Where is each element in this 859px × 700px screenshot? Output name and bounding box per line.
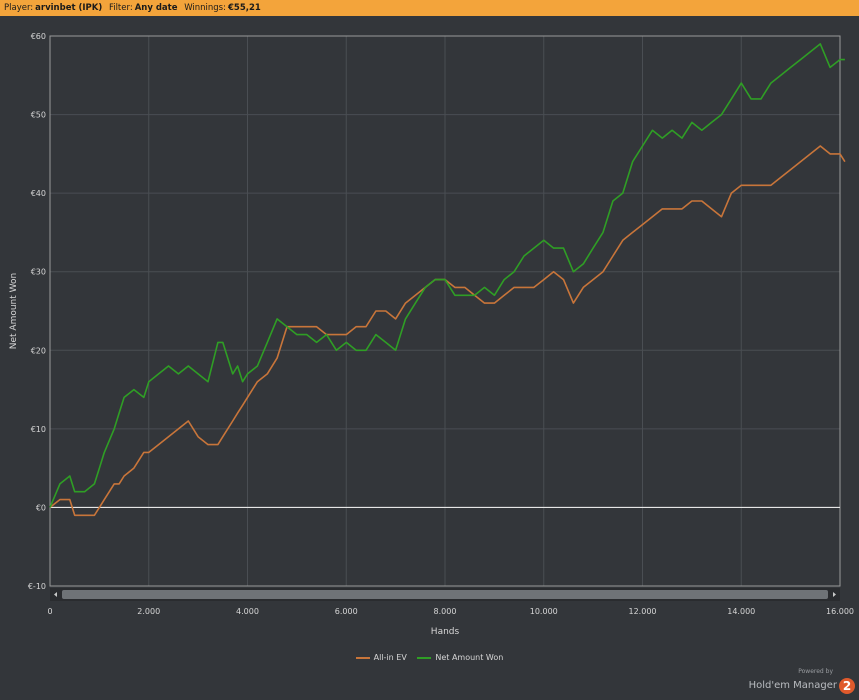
x-tick-label: 6.000 [335,607,358,616]
x-tick-label: 12.000 [629,607,657,616]
y-tick-label: €-10 [28,582,46,591]
player-label: Player: [4,3,34,13]
scroll-right-icon[interactable] [833,592,836,597]
report-header-bar: Player: arvinbet (IPK) Filter: Any date Wi… [0,0,859,16]
y-tick-label: €50 [31,111,46,120]
legend-item-net-amount-won[interactable]: Net Amount Won [417,653,503,662]
y-axis-title: Net Amount Won [9,273,19,349]
filter-label: Filter: [108,3,133,13]
legend-swatch-net-amount-won [417,656,432,659]
chart-legend: All-in EV Net Amount Won [0,653,859,662]
y-tick-label: €60 [31,32,46,41]
legend-label-all-in-ev: All-in EV [373,653,407,662]
series-line-net-amount-won [49,43,845,508]
x-tick-label: 8.000 [434,607,457,616]
player-value: arvinbet (IPK) [35,3,103,13]
winnings-graph: €-10 €0 €10 €20 €30 €40 €50 €60 0 2.000 4.000 6.000… [9,32,854,637]
x-axis-title: Hands [431,627,460,637]
legend-item-all-in-ev[interactable]: All-in EV [355,653,407,662]
x-tick-label: 16.000 [826,607,854,616]
filter-value: Any date [134,3,178,13]
legend-label-net-amount-won: Net Amount Won [435,653,504,662]
hm2-logo-icon: 2 [839,677,855,694]
powered-by-badge: Powered by Hold'em Manager 2 [749,668,855,694]
y-tick-label: €10 [31,425,46,434]
y-tick-label: €40 [31,189,46,198]
x-tick-label: 0 [47,607,52,616]
x-tick-label: 2.000 [137,607,160,616]
plot-area [49,35,841,587]
legend-swatch-all-in-ev [355,656,370,659]
y-tick-label: €0 [36,503,46,512]
product-name: Hold'em Manager [748,680,837,691]
winnings-value: €55,21 [227,3,261,13]
winnings-label: Winnings: [184,3,226,13]
x-tick-label: 10.000 [530,607,558,616]
y-tick-label: €30 [31,268,46,277]
powered-by-text: Powered by [798,668,833,675]
y-tick-label: €20 [31,346,46,355]
scrollbar-thumb[interactable] [62,590,828,599]
x-tick-label: 14.000 [727,607,755,616]
scroll-left-icon[interactable] [54,592,57,597]
x-tick-label: 4.000 [236,607,259,616]
series-line-all-in-ev [49,145,846,517]
